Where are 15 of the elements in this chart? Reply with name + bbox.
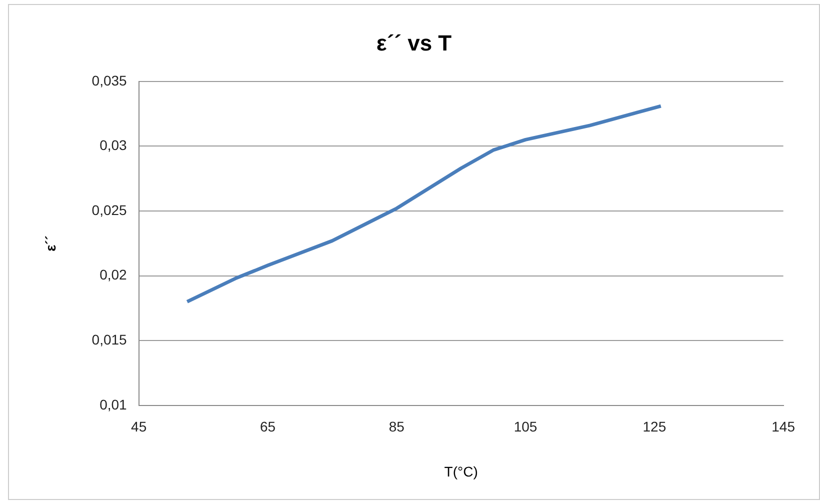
y-tick-label: 0,03 xyxy=(100,137,128,154)
x-tick-label: 45 xyxy=(131,418,147,435)
y-tick-label: 0,035 xyxy=(92,72,128,88)
y-axis-title: ε´´ xyxy=(42,235,58,252)
y-tick-label: 0,02 xyxy=(100,266,128,283)
x-tick-label: 85 xyxy=(388,418,405,435)
x-tick-label: 105 xyxy=(514,418,538,435)
x-tick-label: 145 xyxy=(772,418,796,435)
x-axis-title: T(°C) xyxy=(444,463,478,480)
y-tick-label: 0,025 xyxy=(92,202,128,218)
x-tick-label: 65 xyxy=(260,418,276,435)
x-tick-label: 125 xyxy=(642,418,666,435)
y-tick-label: 0,015 xyxy=(92,331,128,348)
chart-title: ε´´ vs T xyxy=(376,30,452,56)
y-tick-label: 0,01 xyxy=(100,396,128,412)
